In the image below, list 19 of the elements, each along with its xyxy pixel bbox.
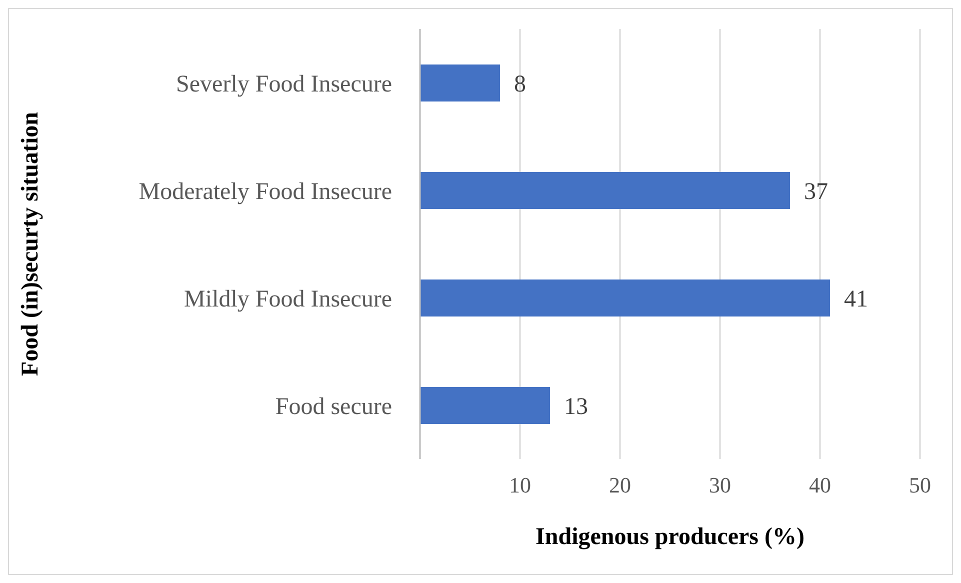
bar	[420, 386, 550, 424]
bar	[420, 279, 830, 316]
data-label: 8	[514, 71, 526, 98]
data-label: 37	[804, 178, 828, 205]
y-axis-title: Food (in)securty situation	[18, 112, 44, 376]
data-label: 41	[844, 286, 868, 312]
y-tick-label: Moderately Food Insecure	[138, 178, 392, 205]
x-tick-label: 50	[909, 472, 931, 498]
bar	[420, 172, 790, 209]
bar	[420, 64, 500, 102]
y-tick-label: Mildly Food Insecure	[184, 286, 392, 312]
data-label: 13	[564, 394, 588, 420]
x-tick-label: 10	[509, 472, 531, 498]
x-tick-label: 20	[609, 472, 631, 498]
y-tick-label: Food secure	[275, 394, 392, 420]
x-axis-title: Indigenous producers (%)	[536, 524, 804, 550]
x-tick-label: 40	[809, 472, 831, 498]
x-tick-label: 30	[709, 472, 731, 498]
y-tick-label: Severly Food Insecure	[176, 71, 392, 98]
